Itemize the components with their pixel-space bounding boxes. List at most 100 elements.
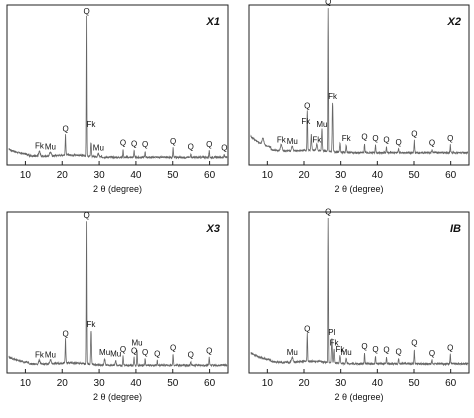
peak-label: Mu bbox=[287, 137, 298, 146]
peak-label: Mu bbox=[45, 142, 56, 151]
peak-label: Q bbox=[83, 7, 89, 16]
x-tick-label: 60 bbox=[204, 378, 216, 389]
peak-label: Q bbox=[383, 346, 389, 355]
peak-label: Q bbox=[120, 139, 126, 148]
x-tick-label: 10 bbox=[262, 170, 274, 181]
peak-label: Q bbox=[188, 142, 194, 151]
x-tick-label: 40 bbox=[130, 378, 142, 389]
x-tick-label: 20 bbox=[57, 170, 69, 181]
peak-label: Q bbox=[411, 339, 417, 348]
x-tick-label: 40 bbox=[372, 170, 384, 181]
peak-label: Q bbox=[142, 348, 148, 357]
x-tick-label: 60 bbox=[445, 170, 457, 181]
xrd-trace bbox=[8, 15, 228, 160]
x-axis-label: 2 θ (degree) bbox=[334, 184, 383, 194]
peak-label: Q bbox=[206, 347, 212, 356]
peak-label: Q bbox=[221, 143, 227, 152]
x-tick-label: 40 bbox=[372, 378, 384, 389]
peak-label: Fk bbox=[301, 117, 311, 126]
peak-label: Q bbox=[395, 347, 401, 356]
peak-label: Mu bbox=[45, 350, 56, 359]
peak-label: Mu bbox=[93, 143, 104, 152]
peak-label: Q bbox=[411, 129, 417, 138]
peak-label: Q bbox=[62, 329, 68, 338]
x-tick-label: 20 bbox=[57, 378, 69, 389]
panel-label: X1 bbox=[206, 16, 220, 28]
peak-label: Q bbox=[154, 350, 160, 359]
x-tick-label: 50 bbox=[408, 170, 420, 181]
x-axis-label: 2 θ (degree) bbox=[93, 392, 142, 402]
peak-label: Q bbox=[361, 132, 367, 141]
plot-frame bbox=[6, 211, 229, 374]
peak-label: Q bbox=[429, 349, 435, 358]
peak-label: Q bbox=[131, 347, 137, 356]
xrd-trace bbox=[8, 221, 228, 368]
peak-label: Fk bbox=[330, 339, 340, 348]
peak-label: Fk bbox=[87, 320, 97, 329]
peak-label: Q bbox=[395, 138, 401, 147]
peak-label: Mu bbox=[99, 348, 110, 357]
peak-label: Q bbox=[188, 350, 194, 359]
peak-label: Q bbox=[170, 343, 176, 352]
peak-label: Q bbox=[429, 139, 435, 148]
x-tick-label: 30 bbox=[94, 378, 106, 389]
peak-label: Q bbox=[361, 342, 367, 351]
plot-frame bbox=[248, 211, 470, 374]
peak-label: Q bbox=[372, 134, 378, 143]
peak-label: Mu bbox=[316, 120, 327, 129]
peak-label: Q bbox=[170, 137, 176, 146]
peak-label: Q bbox=[83, 211, 89, 220]
x-tick-label: 40 bbox=[130, 170, 142, 181]
peak-label: Mu bbox=[287, 348, 298, 357]
peak-label: Q bbox=[304, 101, 310, 110]
peak-label: Fk bbox=[342, 134, 352, 143]
panel-label: X3 bbox=[206, 223, 220, 235]
peak-label: Mu bbox=[110, 350, 121, 359]
x-tick-label: 10 bbox=[20, 170, 32, 181]
peak-label: Fk bbox=[335, 345, 345, 354]
x-tick-label: 60 bbox=[204, 170, 216, 181]
peak-label: Q bbox=[447, 134, 453, 143]
peak-label: Q bbox=[383, 136, 389, 145]
peak-label: Fk bbox=[328, 92, 338, 101]
peak-label: Fk bbox=[87, 120, 97, 129]
x-axis-label: 2 θ (degree) bbox=[93, 184, 142, 194]
x-tick-label: 50 bbox=[167, 170, 179, 181]
x-tick-label: 10 bbox=[262, 378, 274, 389]
xrd-trace bbox=[250, 217, 469, 367]
peak-label: Fk bbox=[312, 136, 322, 145]
peak-label: Q bbox=[62, 125, 68, 134]
x-tick-label: 50 bbox=[167, 378, 179, 389]
plot-frame bbox=[6, 4, 229, 166]
x-tick-label: 30 bbox=[335, 378, 347, 389]
peak-label: Fk bbox=[277, 136, 287, 145]
x-tick-label: 30 bbox=[335, 170, 347, 181]
peak-label: Q bbox=[142, 140, 148, 149]
panel-label: IB bbox=[450, 223, 461, 235]
peak-label: Fk bbox=[35, 142, 45, 151]
peak-label: Q bbox=[447, 343, 453, 352]
x-tick-label: 30 bbox=[94, 170, 106, 181]
x-tick-label: 20 bbox=[298, 378, 310, 389]
peak-label: Q bbox=[206, 140, 212, 149]
x-tick-label: 50 bbox=[408, 378, 420, 389]
peak-label: Q bbox=[120, 345, 126, 354]
peak-label: Mu bbox=[131, 339, 142, 348]
x-tick-label: 10 bbox=[20, 378, 32, 389]
xrd-trace bbox=[250, 8, 469, 156]
x-axis-label: 2 θ (degree) bbox=[334, 392, 383, 402]
peak-label: Q bbox=[325, 208, 331, 217]
peak-label: Q bbox=[131, 139, 137, 148]
x-tick-label: 20 bbox=[298, 170, 310, 181]
peak-label: Fk bbox=[35, 350, 45, 359]
peak-label: Q bbox=[325, 0, 331, 7]
peak-label: Q bbox=[372, 345, 378, 354]
panel-label: X2 bbox=[447, 16, 461, 28]
plot-frame bbox=[248, 4, 470, 166]
x-tick-label: 60 bbox=[445, 378, 457, 389]
peak-label: Pl bbox=[328, 328, 335, 337]
